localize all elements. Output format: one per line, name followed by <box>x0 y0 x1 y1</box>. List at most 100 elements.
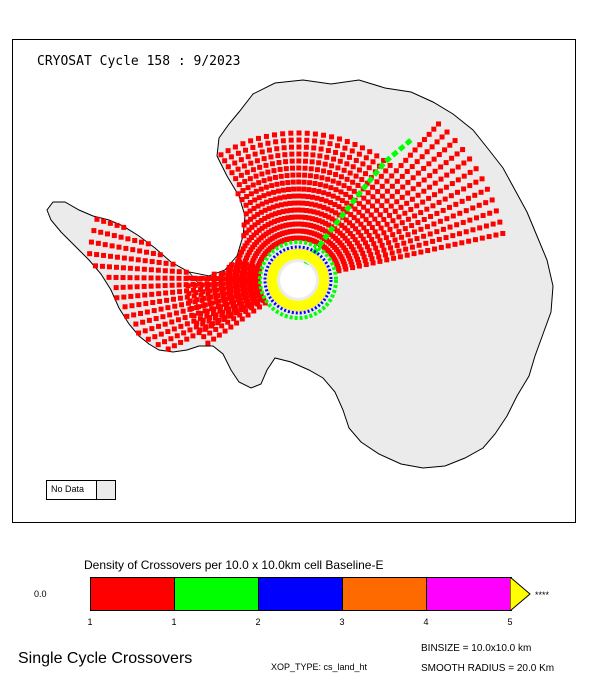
density-cell <box>353 173 359 179</box>
density-cell <box>197 316 203 322</box>
density-cell <box>437 188 443 194</box>
density-cell <box>412 147 418 153</box>
density-cell <box>302 221 308 227</box>
density-cell <box>350 265 356 271</box>
density-cell <box>399 173 405 179</box>
density-cell <box>255 211 261 217</box>
density-cell <box>339 242 345 248</box>
density-cell <box>289 144 295 150</box>
density-cell <box>200 321 206 327</box>
density-cell <box>463 229 469 235</box>
density-cell <box>303 207 309 213</box>
density-cell <box>165 305 171 311</box>
density-cell <box>319 139 325 145</box>
density-cell <box>245 312 251 318</box>
density-cell <box>358 221 364 227</box>
density-cell <box>259 225 265 231</box>
density-cell <box>242 243 248 249</box>
density-cell <box>107 253 113 259</box>
density-cell <box>241 280 247 286</box>
density-cell <box>165 346 171 352</box>
density-cell <box>296 200 302 206</box>
density-cell <box>436 121 442 127</box>
density-cell <box>169 282 175 288</box>
density-cell <box>242 265 248 271</box>
density-cell <box>140 319 146 325</box>
density-cell <box>134 275 140 281</box>
density-cell <box>288 207 294 213</box>
density-cell <box>296 186 302 192</box>
density-cell <box>217 304 223 310</box>
density-cell <box>374 153 380 159</box>
density-cell <box>285 180 291 186</box>
density-cell <box>258 209 264 215</box>
density-cell <box>402 210 408 216</box>
density-cell <box>271 226 277 232</box>
density-cell <box>259 201 265 207</box>
density-cell <box>329 216 335 222</box>
density-cell <box>237 259 243 265</box>
density-cell <box>302 172 308 178</box>
density-cell <box>236 263 242 269</box>
density-cell <box>240 188 246 194</box>
density-cell <box>198 311 204 317</box>
density-cell <box>157 252 163 258</box>
density-cell <box>409 223 415 229</box>
density-cell <box>416 242 422 248</box>
density-cell <box>165 329 171 335</box>
density-cell <box>107 220 113 226</box>
density-cell <box>313 217 319 223</box>
density-cell <box>261 156 267 162</box>
density-cell <box>192 282 198 288</box>
density-cell <box>360 250 366 256</box>
density-cell <box>274 225 280 231</box>
density-cell <box>337 136 343 142</box>
density-cell <box>399 220 405 226</box>
density-cell <box>398 163 404 169</box>
density-cell <box>473 179 479 185</box>
density-cell <box>243 211 249 217</box>
density-cell <box>177 295 183 301</box>
density-cell <box>268 228 274 234</box>
density-cell <box>381 247 387 253</box>
density-cell <box>404 200 410 206</box>
density-cell <box>325 206 331 212</box>
density-cell <box>493 232 499 238</box>
density-cell <box>253 298 259 304</box>
density-cell <box>461 173 467 179</box>
density-cell <box>155 342 161 348</box>
density-cell <box>225 309 231 315</box>
density-cell <box>220 309 226 315</box>
density-cell <box>390 218 396 224</box>
density-cell <box>243 202 249 208</box>
density-cell <box>288 130 294 136</box>
density-cell <box>250 182 256 188</box>
density-cell <box>302 165 308 171</box>
density-cell <box>487 210 493 216</box>
density-cell <box>296 144 302 150</box>
density-cell <box>296 130 302 136</box>
density-cell <box>241 233 247 239</box>
density-cell <box>329 208 335 214</box>
density-cell <box>500 230 506 236</box>
density-cell <box>392 208 398 214</box>
density-cell <box>170 289 176 295</box>
density-cell <box>151 308 157 314</box>
density-cell <box>418 249 424 255</box>
density-cell <box>306 229 312 235</box>
density-cell <box>191 293 197 299</box>
density-cell <box>432 192 438 198</box>
density-cell <box>137 248 143 254</box>
density-cell <box>325 230 331 236</box>
density-cell <box>301 186 307 192</box>
density-cell <box>389 173 395 179</box>
density-cell <box>245 298 251 304</box>
density-cell <box>303 151 309 157</box>
density-cell <box>308 222 314 228</box>
density-cell <box>193 290 199 296</box>
density-cell <box>249 286 255 292</box>
density-cell <box>240 141 246 147</box>
density-cell <box>180 308 186 314</box>
density-cell <box>125 236 131 242</box>
density-cell <box>403 246 409 252</box>
